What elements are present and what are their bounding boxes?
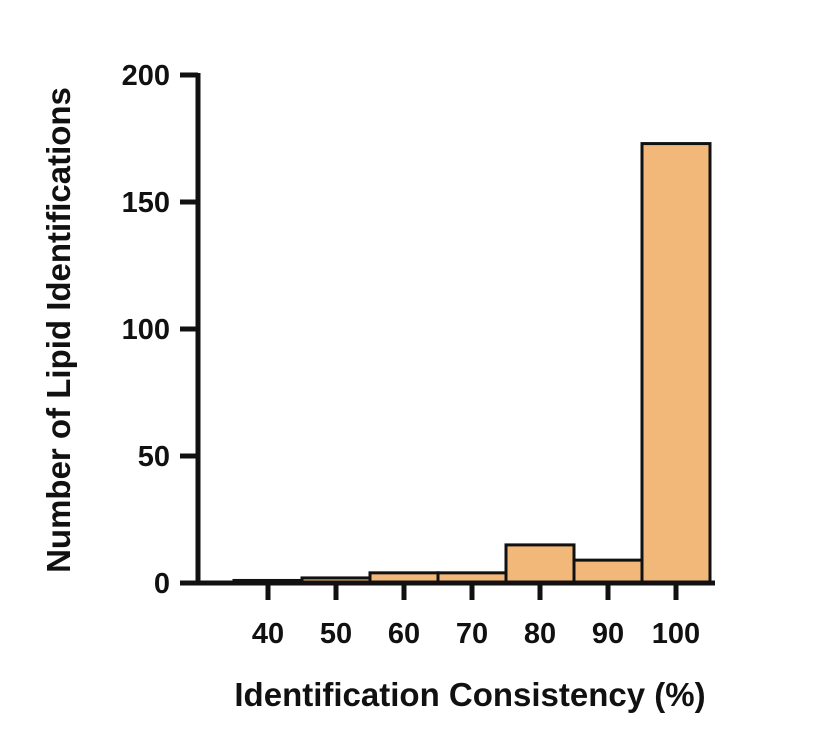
x-tick-label: 80 — [524, 618, 556, 650]
x-axis-label: Identification Consistency (%) — [234, 676, 705, 713]
bar-100 — [640, 142, 712, 585]
x-tick-label: 70 — [456, 618, 488, 650]
bar-80 — [504, 543, 576, 585]
x-tick-label: 90 — [592, 618, 624, 650]
y-tick-label: 50 — [138, 441, 170, 473]
x-tick-label: 60 — [388, 618, 420, 650]
y-axis-label: Number of Lipid Identifications — [40, 87, 77, 573]
y-tick-label: 150 — [122, 187, 170, 219]
x-tick-label: 40 — [252, 618, 284, 650]
y-tick-label: 0 — [154, 568, 170, 600]
y-tick-label: 100 — [122, 314, 170, 346]
x-tick-label: 100 — [652, 618, 700, 650]
bar-90 — [572, 558, 644, 585]
x-tick-label: 50 — [320, 618, 352, 650]
y-tick-label: 200 — [122, 60, 170, 92]
